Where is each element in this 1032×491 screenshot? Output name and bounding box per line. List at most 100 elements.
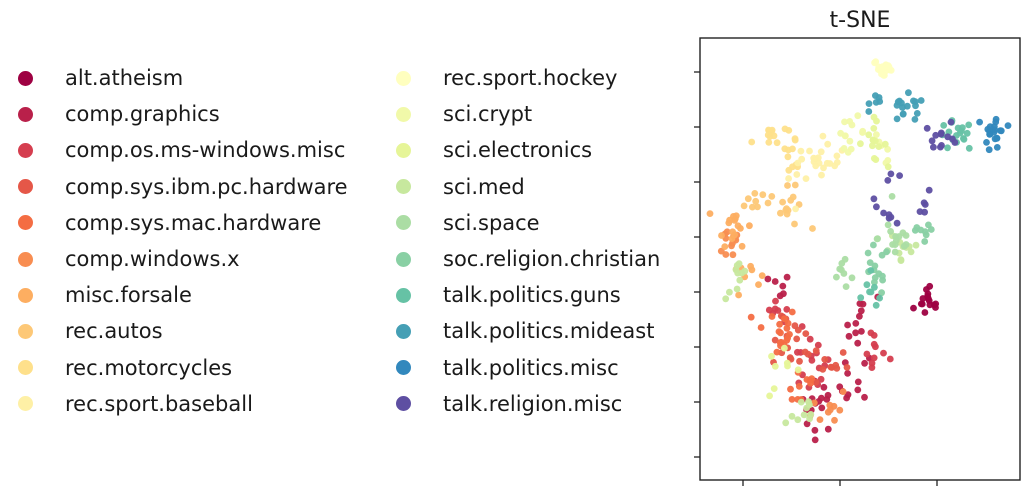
data-point (824, 140, 832, 148)
data-point (764, 275, 772, 283)
data-point (811, 436, 819, 444)
data-point (857, 307, 865, 315)
data-point (887, 170, 895, 178)
data-point (865, 131, 873, 139)
legend-marker (18, 106, 33, 122)
data-point (840, 145, 848, 152)
data-point (954, 124, 962, 132)
legend-item: talk.politics.misc (396, 350, 619, 386)
data-point (746, 222, 753, 230)
data-point (873, 203, 880, 211)
data-point (781, 315, 788, 323)
data-point (740, 202, 748, 210)
legend-label: sci.space (443, 210, 540, 235)
data-point (993, 135, 1001, 142)
data-point (758, 272, 766, 279)
data-point (838, 260, 846, 267)
data-point (907, 248, 915, 256)
data-point (754, 203, 761, 211)
data-point (884, 177, 892, 184)
legend-item: comp.os.ms-windows.misc (18, 132, 345, 168)
data-point (902, 241, 910, 248)
data-point (880, 209, 887, 217)
data-point (817, 375, 825, 383)
data-point (873, 117, 880, 125)
data-point (893, 115, 901, 123)
data-point (768, 352, 775, 360)
data-point (846, 137, 854, 145)
data-point (866, 259, 874, 266)
legend-marker (396, 396, 411, 412)
data-point (806, 147, 813, 155)
data-point (865, 108, 873, 115)
data-point (782, 419, 790, 427)
data-point (840, 270, 848, 277)
data-point (886, 355, 894, 363)
data-point (872, 301, 880, 309)
legend-marker (396, 70, 411, 86)
data-point (795, 383, 803, 390)
data-point (923, 124, 931, 132)
data-point (785, 166, 793, 174)
data-point (734, 222, 742, 230)
data-point (873, 131, 880, 139)
data-point (891, 248, 899, 256)
data-point (792, 205, 799, 213)
data-point (832, 361, 840, 369)
data-point (766, 392, 773, 400)
data-point (965, 144, 973, 152)
data-point (784, 153, 792, 161)
data-point (919, 295, 927, 302)
legend-label: sci.med (443, 174, 525, 199)
data-point (807, 411, 815, 418)
data-point (863, 281, 871, 289)
data-point (878, 67, 886, 75)
data-point (870, 354, 878, 362)
data-point (993, 144, 1001, 151)
legend-marker (18, 360, 33, 376)
data-point (984, 125, 992, 133)
data-point (784, 334, 791, 342)
data-point (883, 248, 890, 256)
data-point (826, 401, 834, 409)
legend-item: sci.electronics (396, 132, 592, 168)
data-point (887, 228, 894, 235)
legend-label: comp.sys.mac.hardware (65, 210, 322, 235)
data-point (976, 118, 983, 126)
data-point (818, 394, 825, 402)
data-point (921, 238, 929, 245)
data-point (793, 335, 801, 343)
data-point (794, 366, 802, 374)
data-point (1004, 122, 1012, 129)
legend-label: talk.religion.misc (443, 391, 623, 416)
data-point (831, 416, 838, 424)
data-point (863, 350, 871, 358)
data-point (893, 219, 901, 227)
data-point (770, 385, 778, 392)
data-point (800, 411, 808, 419)
data-point (911, 227, 919, 234)
data-point (870, 195, 878, 203)
data-point (804, 350, 812, 358)
data-point (812, 162, 820, 170)
data-point (917, 300, 925, 308)
legend-item: comp.windows.x (18, 241, 240, 277)
data-point (789, 145, 796, 153)
legend-item: rec.sport.baseball (18, 386, 253, 422)
data-point (803, 404, 810, 412)
data-point (797, 147, 805, 155)
data-point (869, 136, 877, 144)
data-point (718, 232, 725, 239)
legend-label: misc.forsale (65, 283, 192, 308)
data-point (784, 182, 791, 189)
data-point (842, 283, 850, 290)
legend-item: comp.sys.mac.hardware (18, 205, 321, 241)
data-point (878, 289, 885, 297)
data-point (783, 359, 791, 367)
data-point (783, 306, 791, 313)
data-point (781, 125, 789, 133)
data-point (833, 273, 840, 281)
data-point (749, 203, 756, 211)
chart-legend: alt.atheism comp.graphics comp.os.ms-windo… (18, 66, 660, 422)
